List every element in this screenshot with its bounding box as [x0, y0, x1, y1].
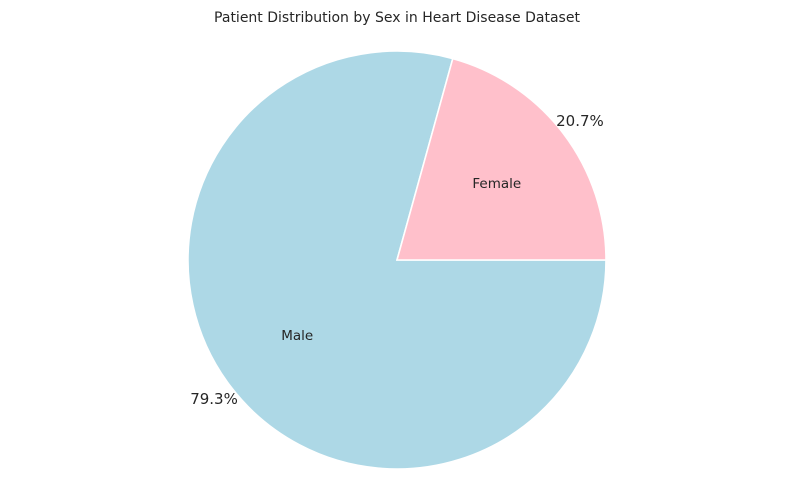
pie-labels: Male 79.3% Female 20.7%	[190, 112, 604, 408]
slice-label-male: Male	[281, 328, 313, 344]
pie-slice-female	[395, 57, 607, 261]
pie-slices	[187, 50, 607, 470]
slice-label-female: Female	[472, 176, 521, 192]
percent-label-female: 20.7%	[556, 112, 604, 130]
chart-title: Patient Distribution by Sex in Heart Dis…	[214, 10, 580, 26]
percent-label-male: 79.3%	[190, 390, 238, 408]
